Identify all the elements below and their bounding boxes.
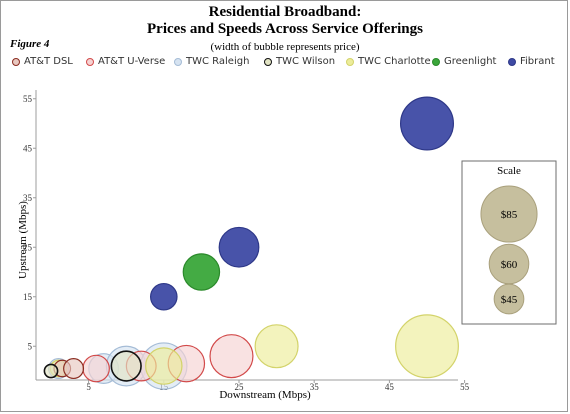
- legend-swatch: [264, 57, 272, 66]
- x-tick-label: 25: [235, 382, 245, 392]
- legend-label: TWC Raleigh: [186, 56, 250, 67]
- legend-swatch: [508, 57, 516, 66]
- legend-label: Greenlight: [444, 56, 497, 67]
- legend-label: AT&T U-Verse: [98, 56, 166, 67]
- legend-label: TWC Charlotte: [358, 56, 431, 67]
- chart-title-line1: Residential Broadband:: [208, 4, 362, 20]
- bubble-fibrant: [218, 226, 260, 268]
- legend-item-twc-raleigh: TWC Raleigh: [174, 56, 249, 67]
- legend-item-twc-wilson: TWC Wilson: [264, 56, 335, 67]
- legend-label: AT&T DSL: [24, 56, 73, 67]
- bubble-at-t-dsl: [63, 358, 85, 380]
- legend-swatch: [86, 57, 94, 66]
- bubble-twc-charlotte: [254, 324, 299, 369]
- figure-label: Figure 4: [10, 38, 50, 50]
- x-axis-title: Downstream (Mbps): [219, 389, 311, 401]
- legend-item-at-t-dsl: AT&T DSL: [12, 56, 73, 67]
- y-axis-title: Upstream (Mbps): [17, 201, 29, 279]
- x-tick-label: 5: [86, 382, 91, 392]
- scale-bubble-label: $85: [501, 209, 518, 221]
- legend-swatch: [12, 57, 20, 66]
- x-tick-label: 55: [460, 382, 470, 392]
- y-tick-label: 5: [28, 341, 33, 351]
- bubble-fibrant: [150, 282, 178, 311]
- y-tick-label: 35: [23, 193, 33, 203]
- bubble-twc-wilson: [110, 350, 142, 382]
- scale-bubble: [480, 185, 538, 243]
- bubble-at-t-u-verse: [82, 354, 110, 383]
- scale-bubble-label: $45: [501, 294, 518, 306]
- legend-item-twc-charlotte: TWC Charlotte: [346, 56, 431, 67]
- scale-bubble: [493, 283, 525, 315]
- legend-swatch: [346, 57, 354, 66]
- legend-item-greenlight: Greenlight: [432, 56, 496, 67]
- y-tick-label: 55: [23, 94, 33, 104]
- legend-item-fibrant: Fibrant: [508, 56, 555, 67]
- legend-item-at-t-u-verse: AT&T U-Verse: [86, 56, 165, 67]
- legend-swatch: [174, 57, 182, 66]
- bubble-fibrant: [400, 96, 455, 151]
- y-tick-label: 45: [23, 143, 33, 153]
- bubble-twc-charlotte: [395, 314, 459, 379]
- bubble-greenlight: [182, 253, 221, 291]
- bubble-twc-wilson: [43, 363, 59, 379]
- bubble-twc-charlotte: [145, 347, 183, 385]
- legend-label: TWC Wilson: [276, 56, 336, 67]
- x-tick-label: 45: [385, 382, 395, 392]
- scale-legend-title: Scale: [497, 165, 521, 177]
- series-legend: AT&T DSL AT&T U-Verse TWC Raleigh TWC Wilso…: [12, 56, 570, 72]
- y-tick-label: 25: [23, 242, 33, 252]
- chart-subtitle: (width of bubble represents price): [210, 41, 360, 53]
- bubble-at-t-u-verse: [209, 334, 254, 379]
- chart-title-line2: Prices and Speeds Across Service Offerin…: [147, 21, 423, 37]
- legend-swatch: [432, 57, 440, 66]
- legend-label: Fibrant: [520, 56, 555, 67]
- scale-bubble-label: $60: [501, 259, 518, 271]
- x-tick-label: 35: [310, 382, 320, 392]
- y-tick-label: 15: [23, 292, 33, 302]
